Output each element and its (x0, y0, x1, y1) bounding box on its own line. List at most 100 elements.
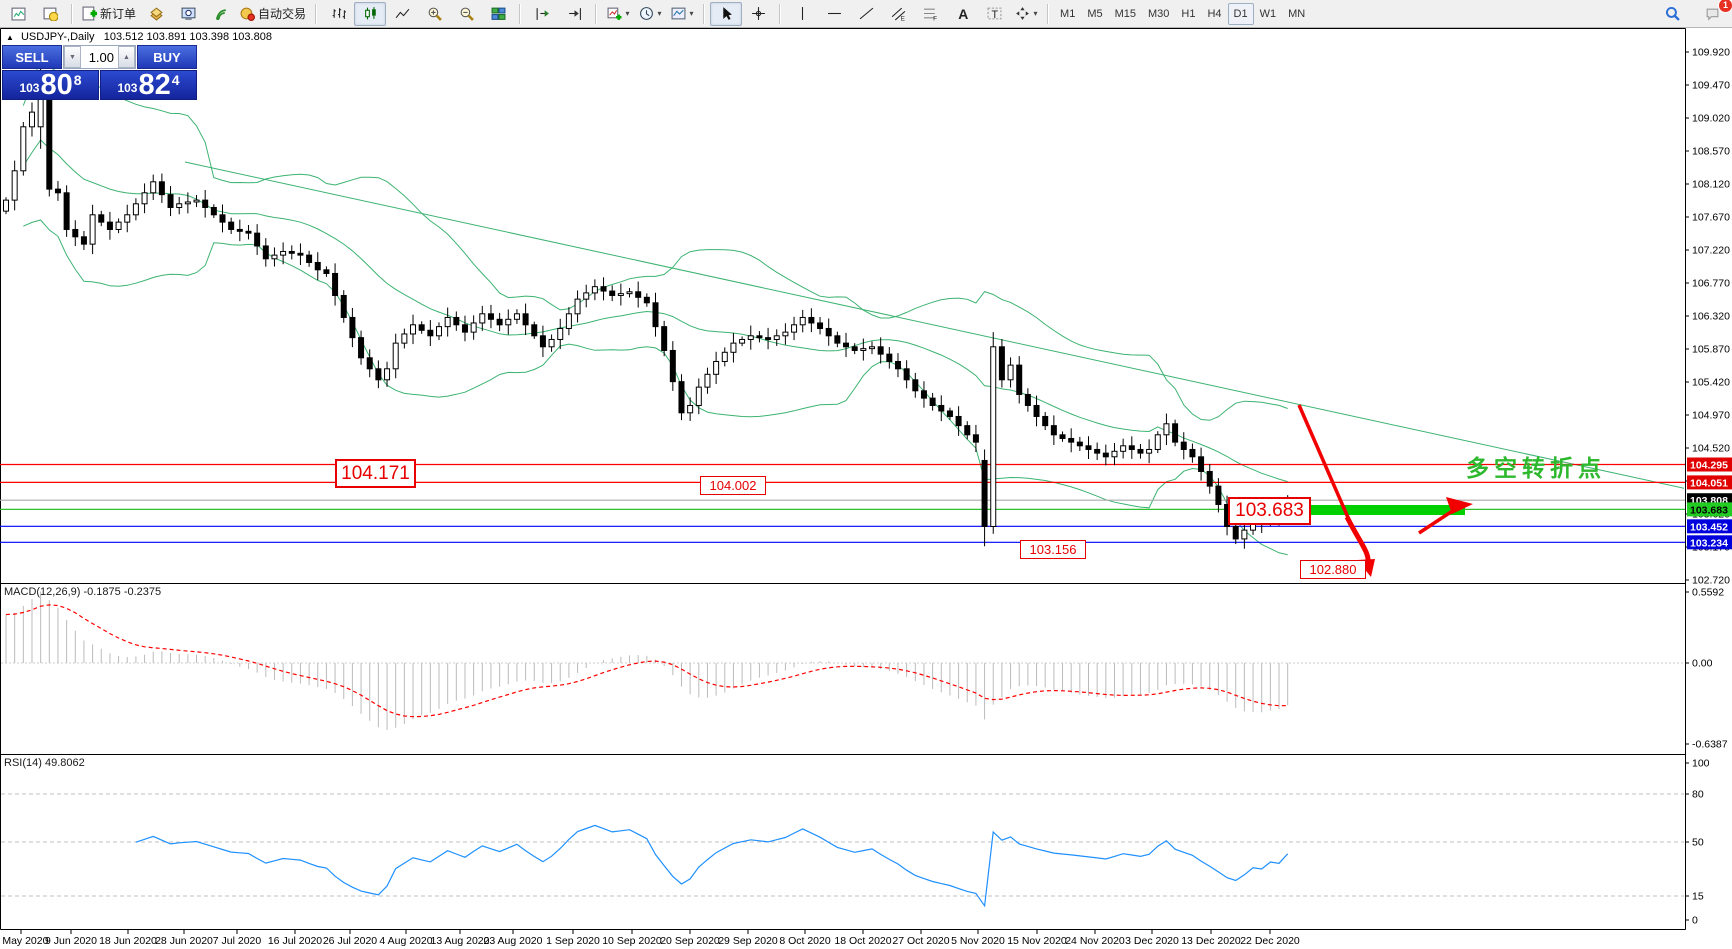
text-label-icon: T (987, 7, 1001, 21)
dropdown-caret-icon: ▾ (625, 9, 630, 18)
vertical-line-button[interactable] (786, 2, 818, 26)
toolbar-separator (315, 3, 318, 24)
arrows-button[interactable]: ▾ (1010, 2, 1042, 26)
one-click-trading-panel: SELL ▼ 1.00 ▲ BUY 103 80 8 103 82 4 (2, 45, 197, 100)
channel-icon: E (891, 7, 905, 21)
text-button[interactable]: A (946, 2, 978, 26)
zoom-out-button[interactable] (450, 2, 482, 26)
price-tag-104.051: 104.051 (1687, 475, 1732, 490)
autoscroll-icon (568, 8, 581, 20)
signals-button[interactable] (204, 2, 236, 26)
svg-text:103.683: 103.683 (1690, 504, 1728, 516)
timeframe-button-h1[interactable]: H1 (1181, 7, 1196, 20)
new-order-button[interactable]: 新订单 (78, 2, 140, 26)
sell-button[interactable]: SELL (2, 45, 62, 69)
auto-scroll-button[interactable] (558, 2, 590, 26)
svg-text:27 Oct 2020: 27 Oct 2020 (892, 935, 949, 947)
svg-text:4 Aug 2020: 4 Aug 2020 (379, 935, 432, 947)
price-tag-104.295: 104.295 (1687, 457, 1732, 472)
equidistant-channel-button[interactable]: E (882, 2, 914, 26)
profiles-button[interactable] (34, 2, 66, 26)
period-clock-icon (639, 7, 653, 20)
svg-text:103.452: 103.452 (1690, 521, 1728, 533)
line-type-icon (395, 8, 409, 19)
trendline-button[interactable] (850, 2, 882, 26)
profiles-icon (43, 7, 58, 21)
svg-text:E: E (900, 15, 904, 21)
notification-badge: 1 (1718, 0, 1732, 13)
timeframe-button-d1[interactable]: D1 (1227, 2, 1254, 25)
autotrading-button[interactable]: 自动交易 (236, 2, 310, 26)
indicators-button[interactable]: ▾ (602, 2, 634, 26)
buy-price-display[interactable]: 103 82 4 (100, 70, 197, 100)
buy-button[interactable]: BUY (137, 45, 197, 69)
zoom-in-button[interactable] (418, 2, 450, 26)
data-window-button[interactable] (140, 2, 172, 26)
zoom-out-icon (460, 7, 474, 21)
tile-windows-button[interactable] (482, 2, 514, 26)
text-a-icon: A (958, 6, 968, 21)
sell-price-display[interactable]: 103 80 8 (2, 70, 99, 100)
shift-icon (536, 8, 549, 20)
svg-text:109.470: 109.470 (1692, 79, 1730, 91)
zoom-in-icon (428, 7, 442, 21)
dropdown-caret-icon: ▾ (1033, 9, 1038, 18)
svg-text:50: 50 (1692, 837, 1704, 849)
price-level-label-104.002[interactable]: 104.002 (700, 476, 766, 495)
svg-text:0.5592: 0.5592 (1692, 587, 1724, 599)
line-chart-button[interactable] (386, 2, 418, 26)
timeframe-button-m15[interactable]: M15 (1114, 7, 1136, 20)
timeframe-button-m5[interactable]: M5 (1087, 7, 1103, 20)
timeframe-button-mn[interactable]: MN (1288, 7, 1306, 20)
dropdown-caret-icon: ▾ (689, 9, 694, 18)
timeframe-button-h4[interactable]: H4 (1207, 7, 1222, 20)
ohlc-values: 103.512 103.891 103.398 103.808 (103, 31, 272, 43)
crosshair-button[interactable] (742, 2, 774, 26)
new-chart-icon (11, 7, 25, 21)
bar-chart-button[interactable] (322, 2, 354, 26)
search-button[interactable] (1656, 2, 1688, 26)
price-level-label-103.156[interactable]: 103.156 (1020, 540, 1086, 559)
cursor-button[interactable] (710, 1, 743, 26)
timeframe-button-m30[interactable]: M30 (1148, 7, 1170, 20)
fibo-icon: F (923, 8, 937, 21)
cursor-icon (722, 7, 732, 20)
svg-text:1 May 2020: 1 May 2020 (0, 935, 49, 947)
candlestick-chart-button[interactable] (354, 1, 387, 26)
price-level-label-104.171[interactable]: 104.171 (335, 459, 416, 488)
svg-text:5 Nov 2020: 5 Nov 2020 (951, 935, 1005, 947)
fibonacci-button[interactable]: F (914, 2, 946, 26)
price-level-label-103.683[interactable]: 103.683 (1228, 497, 1311, 525)
svg-text:109.020: 109.020 (1692, 112, 1730, 124)
chart-shift-button[interactable] (526, 2, 558, 26)
svg-text:103.234: 103.234 (1690, 537, 1728, 549)
timeframe-button-w1[interactable]: W1 (1259, 7, 1277, 20)
text-label-button[interactable]: T (978, 2, 1010, 26)
price-level-label-102.880[interactable]: 102.880 (1300, 560, 1366, 579)
svg-text:0: 0 (1692, 915, 1698, 927)
volume-increase-button[interactable]: ▲ (118, 46, 135, 68)
svg-text:108.120: 108.120 (1692, 178, 1730, 190)
candles-type-icon (364, 7, 376, 20)
crosshair-icon (751, 7, 765, 20)
svg-text:1 Sep 2020: 1 Sep 2020 (546, 935, 600, 947)
svg-text:3 Dec 2020: 3 Dec 2020 (1125, 935, 1179, 947)
volume-stepper[interactable]: ▼ 1.00 ▲ (63, 45, 136, 69)
svg-text:108.570: 108.570 (1692, 145, 1730, 157)
navigator-button[interactable] (172, 2, 204, 26)
volume-decrease-button[interactable]: ▼ (64, 46, 81, 68)
svg-text:8 Oct 2020: 8 Oct 2020 (779, 935, 831, 947)
notifications-button[interactable]: 1 (1696, 0, 1732, 26)
navigator-icon (181, 7, 195, 20)
horizontal-line-button[interactable] (818, 2, 850, 26)
periods-button[interactable]: ▾ (634, 2, 666, 26)
volume-value[interactable]: 1.00 (88, 49, 114, 65)
templates-button[interactable]: ▾ (666, 2, 698, 26)
svg-text:104.051: 104.051 (1690, 477, 1728, 489)
turning-point-note[interactable]: 多空转折点 (1466, 455, 1606, 481)
toolbar-separator (1047, 3, 1050, 24)
timeframe-button-m1[interactable]: M1 (1060, 7, 1076, 20)
new-chart-button[interactable] (2, 2, 34, 26)
